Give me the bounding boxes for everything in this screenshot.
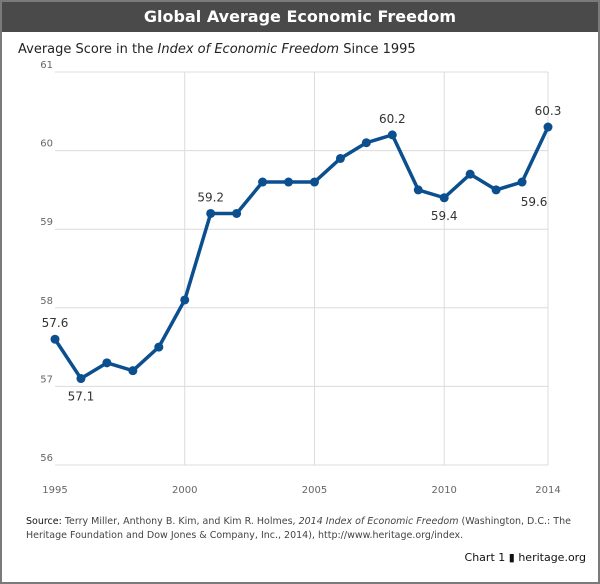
data-label: 57.6	[42, 316, 69, 330]
source-italic: 2014 Index of Economic Freedom	[298, 516, 459, 527]
data-point	[309, 177, 319, 187]
subtitle-suffix: Since 1995	[339, 42, 416, 57]
data-label: 59.6	[521, 195, 548, 209]
subtitle-prefix: Average Score in the	[18, 42, 158, 57]
line-chart: 56 57 58 59 60 61 1995 2000 2005 2010 2014 57.6 57.1…	[40, 60, 562, 496]
site-name: heritage.org	[518, 551, 586, 564]
data-point	[232, 208, 242, 218]
data-point	[465, 169, 475, 179]
data-point	[50, 334, 60, 344]
data-point	[517, 177, 527, 187]
data-point	[387, 130, 397, 140]
data-label: 60.3	[535, 104, 562, 118]
data-label: 59.4	[431, 209, 458, 223]
y-tick-label: 61	[40, 60, 53, 71]
y-tick-label: 56	[40, 453, 53, 464]
x-tick-label: 1995	[42, 485, 67, 496]
subtitle-italic: Index of Economic Freedom	[157, 42, 340, 57]
data-point	[439, 193, 449, 203]
data-point	[154, 342, 164, 352]
x-tick-label: 2010	[431, 485, 456, 496]
y-tick-label: 60	[40, 139, 53, 150]
data-point	[284, 177, 294, 187]
source-label: Source:	[26, 516, 62, 527]
data-point	[180, 295, 190, 305]
data-point	[543, 122, 553, 132]
data-point	[102, 358, 112, 368]
data-point	[258, 177, 268, 187]
data-point	[335, 153, 345, 163]
x-tick-label: 2000	[172, 485, 197, 496]
data-point	[413, 185, 423, 195]
series-line	[53, 126, 550, 381]
credit: Chart 1 ▮ heritage.org	[465, 551, 586, 564]
x-tick-label: 2005	[302, 485, 327, 496]
liberty-bell-icon: ▮	[508, 551, 515, 564]
data-point	[128, 366, 138, 376]
y-tick-label: 59	[40, 217, 53, 228]
x-tick-label: 2014	[535, 485, 560, 496]
data-point	[361, 138, 371, 148]
data-label: 57.1	[68, 390, 95, 404]
data-point	[491, 185, 501, 195]
chart-number: Chart 1	[464, 551, 506, 564]
data-label: 60.2	[379, 112, 406, 126]
data-point	[206, 208, 216, 218]
chart-title: Global Average Economic Freedom	[2, 2, 598, 32]
data-point	[76, 374, 86, 384]
data-label: 59.2	[197, 190, 224, 204]
y-tick-label: 58	[40, 296, 53, 307]
source-text-2: (Washington, D.C.: The Heritage Foundati…	[26, 516, 571, 541]
chart-subtitle: Average Score in the Index of Economic F…	[18, 42, 416, 57]
source-note: Source: Terry Miller, Anthony B. Kim, an…	[26, 515, 586, 543]
source-text: Terry Miller, Anthony B. Kim, and Kim R.…	[61, 516, 299, 527]
y-tick-label: 57	[40, 374, 53, 385]
